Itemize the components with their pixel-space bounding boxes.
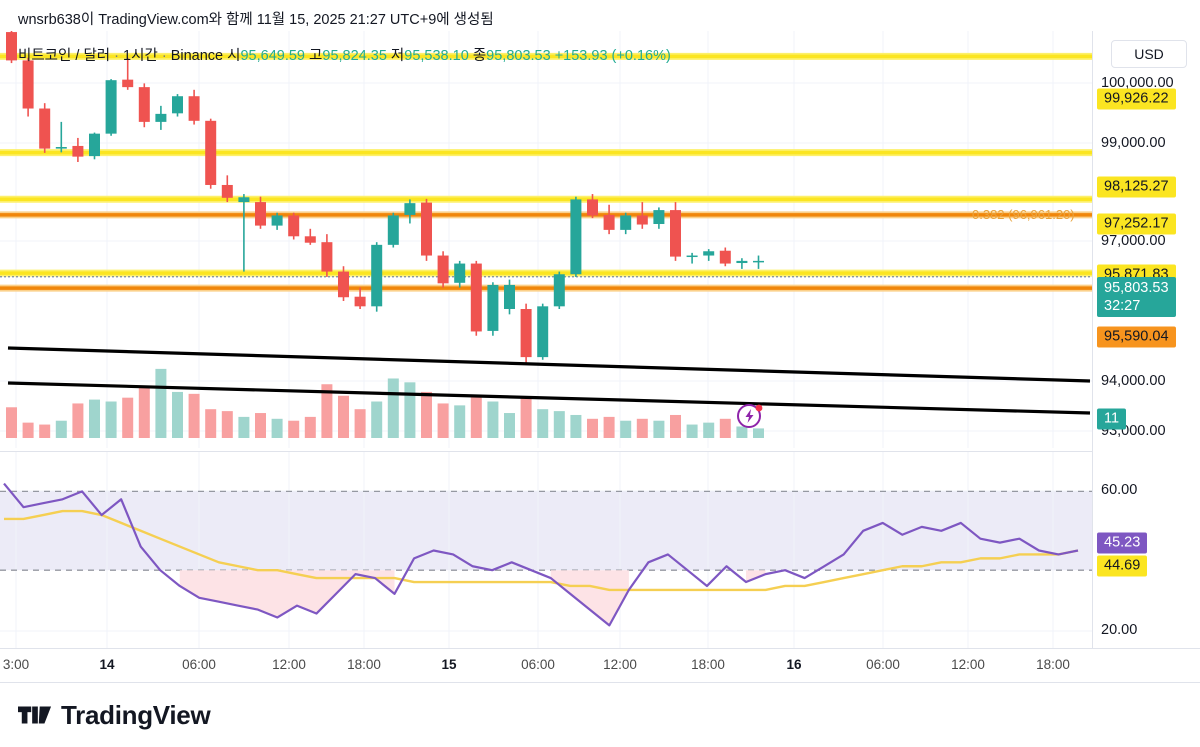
footer-branding: TradingView: [0, 682, 1200, 747]
price-badge-value: 97,252.17: [1104, 215, 1169, 232]
time-tick-label: 15: [441, 657, 457, 672]
price-badge-value: 98,125.27: [1104, 178, 1169, 195]
time-tick-label: 18:00: [691, 657, 725, 672]
time-tick-label: 12:00: [603, 657, 637, 672]
currency-badge[interactable]: USD: [1111, 40, 1187, 68]
price-badge-value: 95,803.53: [1104, 280, 1169, 296]
price-tick-label: 94,000.00: [1101, 373, 1166, 389]
time-tick-label: 18:00: [1036, 657, 1070, 672]
price-tick-label: 100,000.00: [1101, 75, 1174, 91]
tradingview-logo-icon: [18, 702, 52, 728]
price-badge[interactable]: 11: [1097, 408, 1127, 430]
time-tick-label: 12:00: [272, 657, 306, 672]
rsi-tick-label: 20.00: [1101, 622, 1138, 638]
time-tick-label: 18:00: [347, 657, 381, 672]
time-tick-label: 06:00: [866, 657, 900, 672]
time-tick-label: 06:00: [182, 657, 216, 672]
time-tick-label: 06:00: [521, 657, 555, 672]
rsi-badge[interactable]: 44.69: [1097, 555, 1148, 577]
attribution-text: wnsrb638이 TradingView.com와 함께 11월 15, 20…: [18, 12, 494, 28]
price-tick-label: 97,000.00: [1101, 233, 1166, 249]
price-plot-area[interactable]: [0, 31, 1092, 448]
price-badge[interactable]: 99,926.22: [1097, 88, 1176, 110]
chart-frame: 비트코인 / 달러 · 1시간 · Binance 시95,649.59 고95…: [0, 31, 1200, 649]
rsi-chart-svg: [0, 452, 1092, 649]
tradingview-wordmark: TradingView: [61, 699, 211, 730]
time-tick-label: 16: [786, 657, 802, 672]
time-tick-label: 12:00: [951, 657, 985, 672]
price-badge-value: 95,590.04: [1104, 328, 1169, 345]
price-badge[interactable]: 98,125.27: [1097, 176, 1176, 198]
price-badge[interactable]: 97,252.17: [1097, 213, 1176, 235]
rsi-badge[interactable]: 45.23: [1097, 532, 1148, 554]
time-tick-label: 14: [99, 657, 115, 672]
time-axis[interactable]: 3:00 14 06:00 12:00 18:00 15 06:00 12:00 18:00 16…: [0, 648, 1200, 683]
price-badge-value: 99,926.22: [1104, 90, 1169, 107]
rsi-indicator-pane[interactable]: [0, 451, 1092, 649]
price-badge[interactable]: 95,803.53 32:27: [1097, 277, 1176, 317]
time-tick-label: 3:00: [2, 657, 30, 672]
countdown-timer: 32:27: [1104, 298, 1141, 314]
price-chart-svg: [0, 31, 1092, 448]
price-axis[interactable]: USD 100,000.00 99,000.00 97,000.00 94,000.0…: [1092, 31, 1200, 648]
rsi-tick-label: 60.00: [1101, 482, 1138, 498]
price-badge-value: 11: [1104, 410, 1120, 427]
price-tick-label: 99,000.00: [1101, 135, 1166, 151]
price-badge[interactable]: 95,590.04: [1097, 326, 1176, 348]
fib-level-label: 0.382 (96,961.20): [972, 206, 1075, 222]
lightning-bolt-icon[interactable]: [735, 400, 765, 430]
